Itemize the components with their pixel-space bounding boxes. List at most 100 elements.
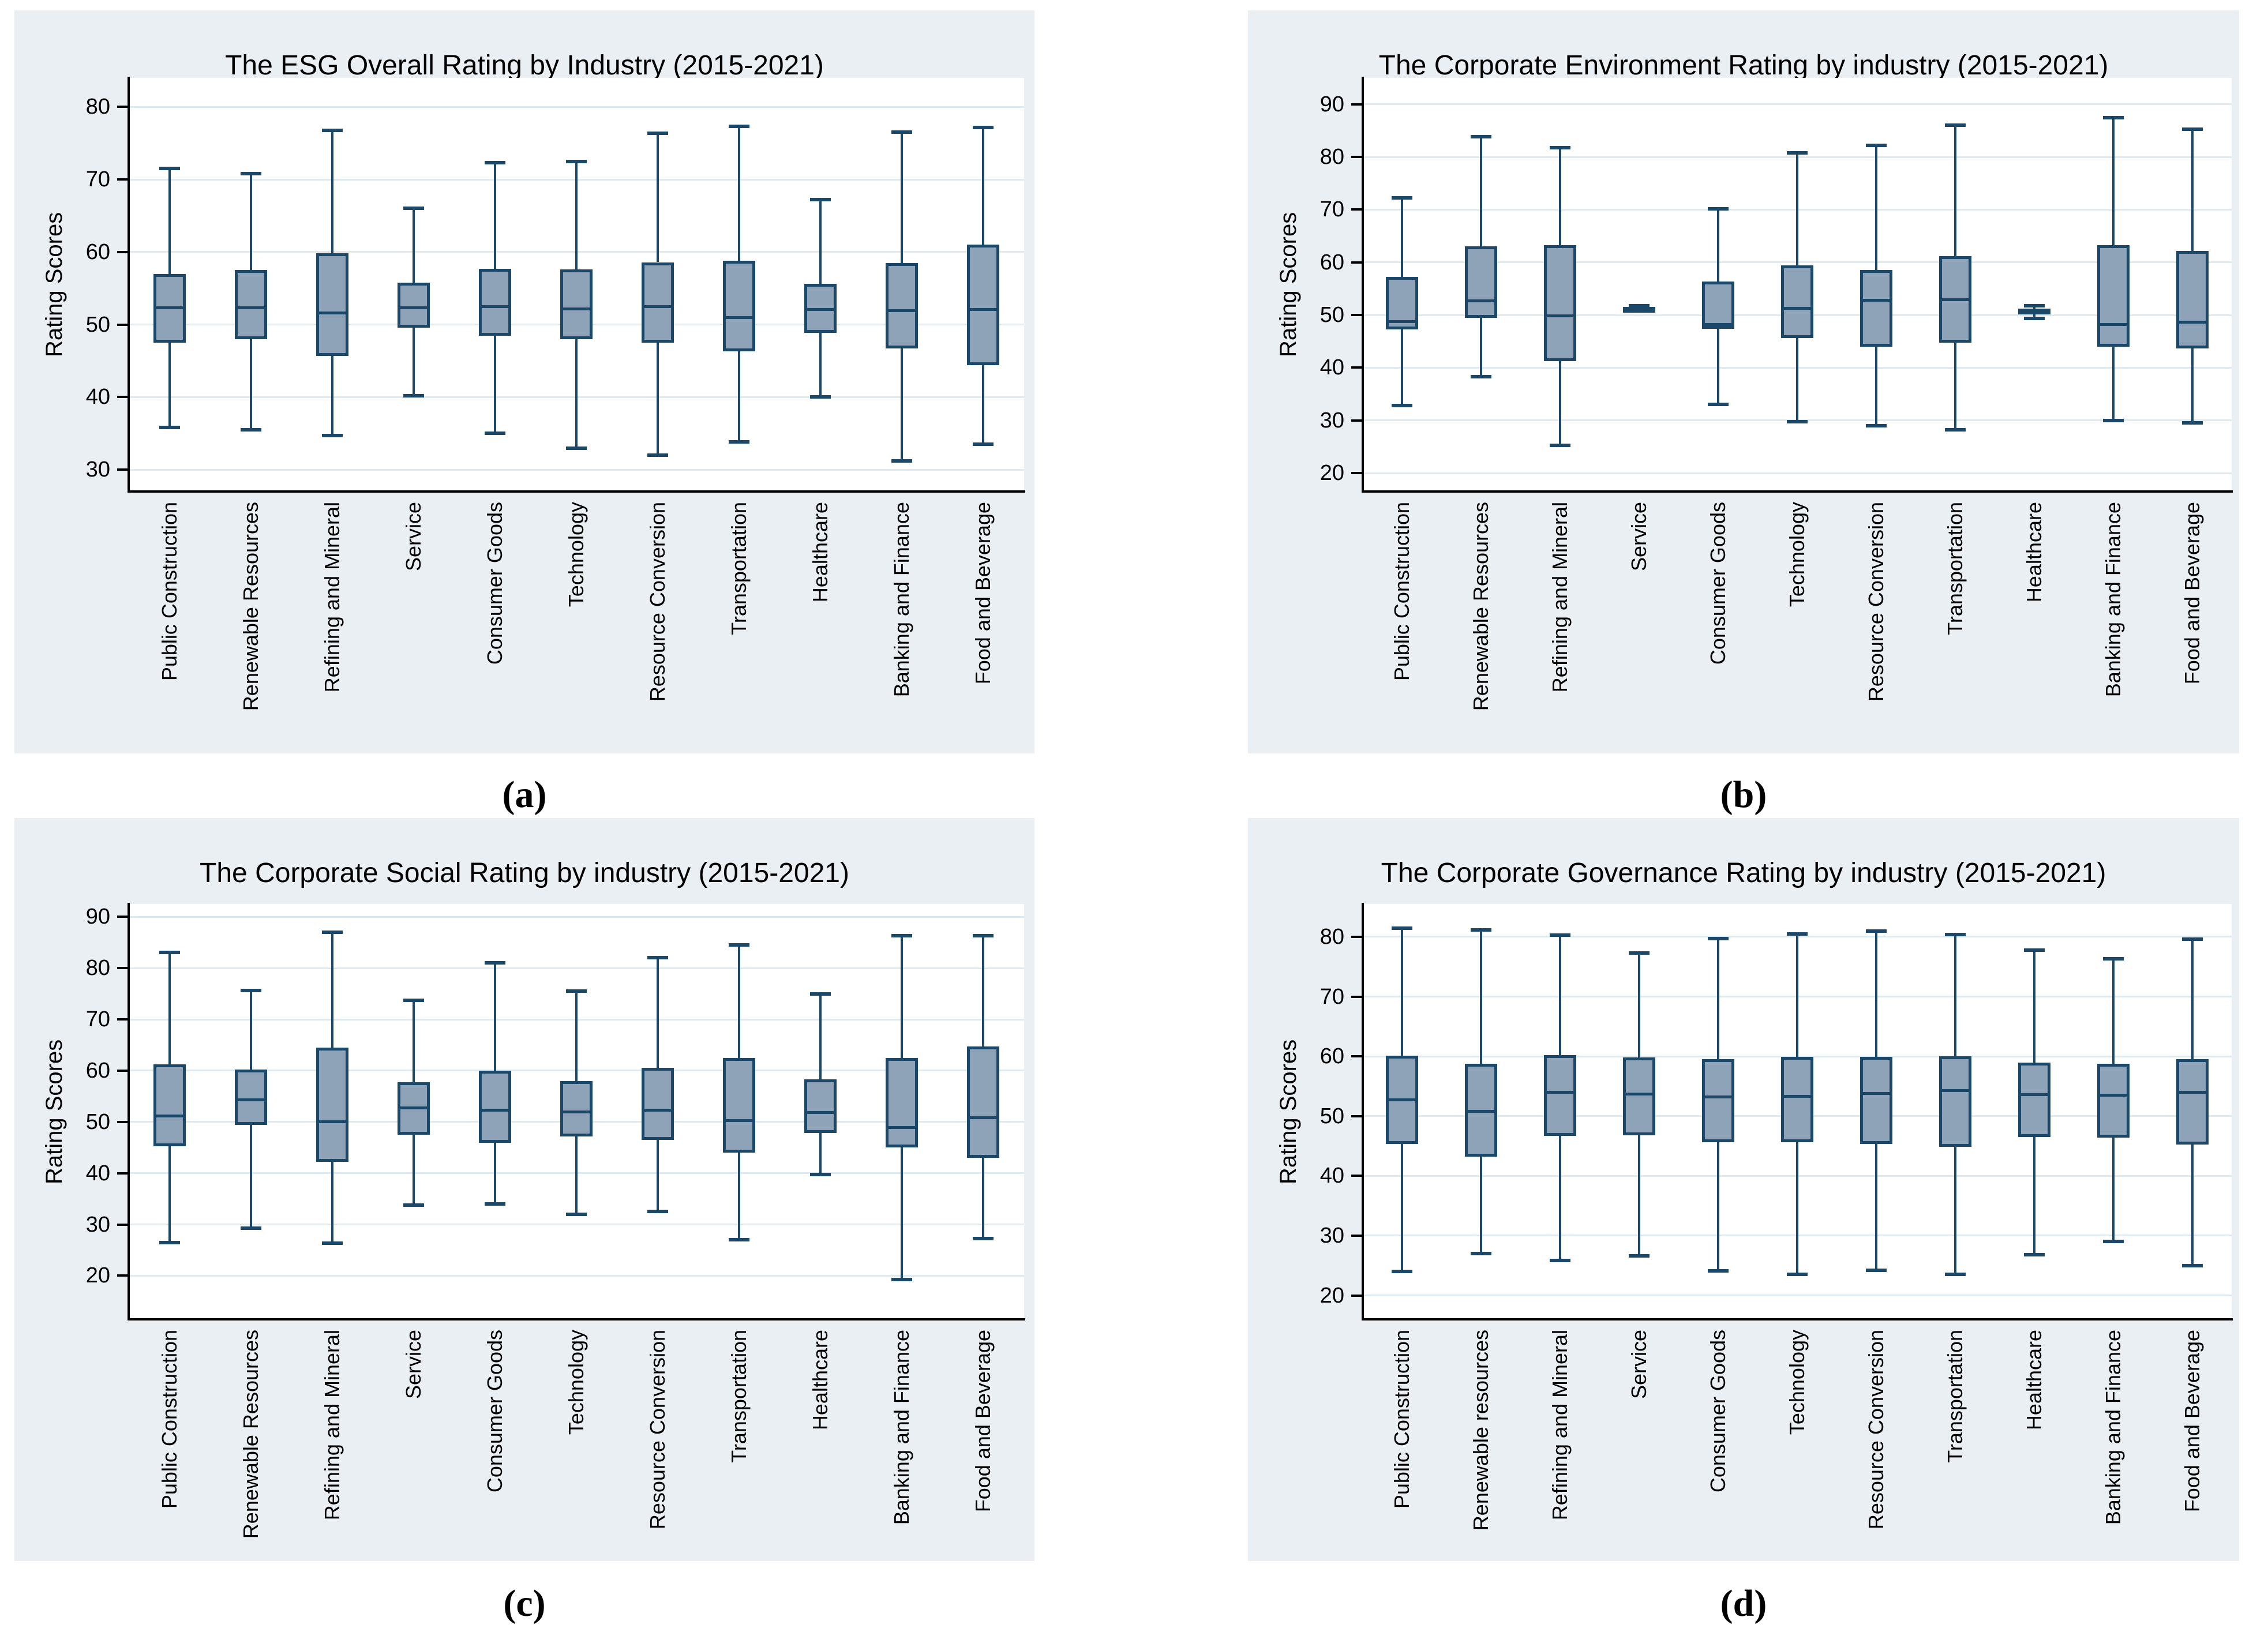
- category-label-healthcare: Healthcare: [808, 502, 833, 603]
- y-tick-label-50: 50: [1319, 303, 1344, 328]
- whisker-lower-Renewable Resources: [249, 1125, 252, 1228]
- median-Service: [1623, 306, 1656, 310]
- box-Technology: [1781, 1057, 1813, 1143]
- whisker-cap-high-Transportation: [1944, 932, 1966, 936]
- gridline-80: [129, 106, 1024, 108]
- whisker-lower-Resource Conversion: [657, 343, 659, 456]
- whisker-cap-high-Banking and Finance: [891, 934, 913, 938]
- median-Transportation: [1939, 298, 1971, 302]
- median-Service: [397, 1106, 430, 1110]
- whisker-upper-Refining and Mineral: [1559, 147, 1562, 245]
- whisker-lower-Technology: [1796, 338, 1798, 422]
- y-tick-label-70: 70: [85, 1007, 110, 1031]
- whisker-cap-high-Renewable resources: [1471, 928, 1492, 932]
- whisker-cap-high-Service: [403, 207, 424, 211]
- whisker-upper-Service: [412, 1000, 415, 1083]
- whisker-lower-Public Construction: [1401, 1144, 1404, 1272]
- category-label-consumer-goods: Consumer Goods: [1706, 1330, 1730, 1493]
- median-Service: [1623, 1092, 1656, 1096]
- y-tick-20: [1351, 472, 1363, 475]
- whisker-cap-high-Consumer Goods: [484, 961, 505, 965]
- median-Transportation: [723, 1119, 756, 1122]
- whisker-upper-Resource Conversion: [1875, 145, 1877, 271]
- box-Food and Beverage: [967, 1046, 1000, 1158]
- whisker-cap-low-Resource Conversion: [1865, 1269, 1887, 1273]
- whisker-cap-low-Food and Beverage: [973, 1237, 994, 1241]
- y-axis-line: [128, 903, 130, 1320]
- whisker-cap-low-Renewable Resources: [240, 428, 261, 432]
- whisker-cap-low-Food and Beverage: [973, 442, 994, 447]
- whisker-cap-high-Service: [1629, 951, 1650, 955]
- whisker-upper-Transportation: [1954, 934, 1956, 1057]
- whisker-lower-Refining and Mineral: [1559, 361, 1562, 445]
- category-label-banking-and-finance: Banking and Finance: [2101, 1330, 2125, 1525]
- y-tick-label-50: 50: [85, 1109, 110, 1134]
- whisker-lower-Technology: [575, 1136, 578, 1214]
- median-Technology: [560, 1110, 593, 1113]
- whisker-cap-low-Technology: [566, 1212, 587, 1216]
- y-tick-90: [117, 916, 129, 918]
- whisker-lower-Consumer Goods: [1717, 328, 1720, 405]
- gridline-90: [129, 916, 1024, 918]
- whisker-cap-high-Refining and Mineral: [1550, 145, 1571, 149]
- y-tick-label-20: 20: [1319, 1283, 1344, 1308]
- category-label-transportation: Transportation: [727, 1330, 751, 1463]
- whisker-cap-high-Transportation: [1944, 123, 1966, 127]
- x-axis-line: [128, 1318, 1025, 1320]
- whisker-cap-high-Public Construction: [1392, 926, 1413, 931]
- category-label-healthcare: Healthcare: [2022, 1330, 2046, 1431]
- x-axis-line: [1362, 490, 2233, 493]
- category-label-resource-conversion: Resource Conversion: [646, 502, 670, 702]
- median-Technology: [1781, 306, 1813, 310]
- median-Renewable Resources: [234, 306, 267, 310]
- subfigure-label-b: (b): [1720, 774, 1767, 816]
- whisker-lower-Healthcare: [2033, 314, 2035, 319]
- box-Resource Conversion: [642, 1068, 674, 1140]
- box-Resource Conversion: [1860, 1057, 1892, 1145]
- whisker-upper-Consumer Goods: [493, 963, 496, 1071]
- median-Banking and Finance: [2097, 1094, 2130, 1097]
- subfigure-label-c: (c): [503, 1582, 546, 1625]
- whisker-lower-Service: [412, 1135, 415, 1205]
- whisker-upper-Healthcare: [2033, 950, 2035, 1063]
- whisker-cap-high-Technology: [1787, 932, 1808, 936]
- whisker-cap-low-Refining and Mineral: [1550, 1259, 1571, 1263]
- whisker-upper-Banking and Finance: [2112, 959, 2115, 1064]
- median-Transportation: [1939, 1089, 1971, 1092]
- whisker-cap-high-Refining and Mineral: [321, 128, 343, 132]
- box-Food and Beverage: [2176, 250, 2209, 349]
- category-label-resource-conversion: Resource Conversion: [1864, 502, 1888, 702]
- whisker-cap-low-Service: [403, 1203, 424, 1207]
- median-Technology: [560, 307, 593, 310]
- category-label-resource-conversion: Resource Conversion: [646, 1330, 670, 1530]
- y-tick-30: [117, 1223, 129, 1226]
- whisker-lower-Refining and Mineral: [1559, 1135, 1562, 1261]
- box-Transportation: [723, 1057, 756, 1153]
- whisker-cap-high-Food and Beverage: [973, 934, 994, 938]
- category-label-technology: Technology: [1785, 1330, 1809, 1435]
- box-Banking and Finance: [886, 1057, 919, 1148]
- whisker-lower-Refining and Mineral: [331, 355, 333, 436]
- y-tick-90: [1351, 103, 1363, 106]
- median-Renewable Resources: [234, 1098, 267, 1102]
- whisker-cap-high-Public Construction: [159, 167, 180, 171]
- gridline-30: [129, 468, 1024, 471]
- category-label-renewable-resources: Renewable Resources: [238, 1330, 263, 1539]
- category-label-healthcare: Healthcare: [808, 1330, 833, 1431]
- whisker-lower-Renewable resources: [1480, 1157, 1483, 1254]
- y-tick-label-40: 40: [85, 1161, 110, 1185]
- whisker-cap-high-Service: [1629, 304, 1650, 308]
- whisker-cap-high-Banking and Finance: [2102, 115, 2124, 119]
- y-tick-20: [1351, 1294, 1363, 1297]
- category-label-service: Service: [401, 1330, 425, 1400]
- whisker-cap-high-Technology: [566, 159, 587, 163]
- whisker-cap-low-Healthcare: [2023, 1253, 2045, 1257]
- whisker-cap-low-Consumer Goods: [484, 432, 505, 436]
- y-axis-line: [128, 77, 130, 493]
- whisker-cap-low-Transportation: [1944, 428, 1966, 432]
- whisker-cap-low-Service: [1629, 1254, 1650, 1258]
- y-tick-label-50: 50: [1319, 1104, 1344, 1128]
- whisker-lower-Transportation: [1954, 343, 1956, 430]
- median-Food and Beverage: [2176, 1090, 2209, 1094]
- median-Resource Conversion: [642, 305, 674, 308]
